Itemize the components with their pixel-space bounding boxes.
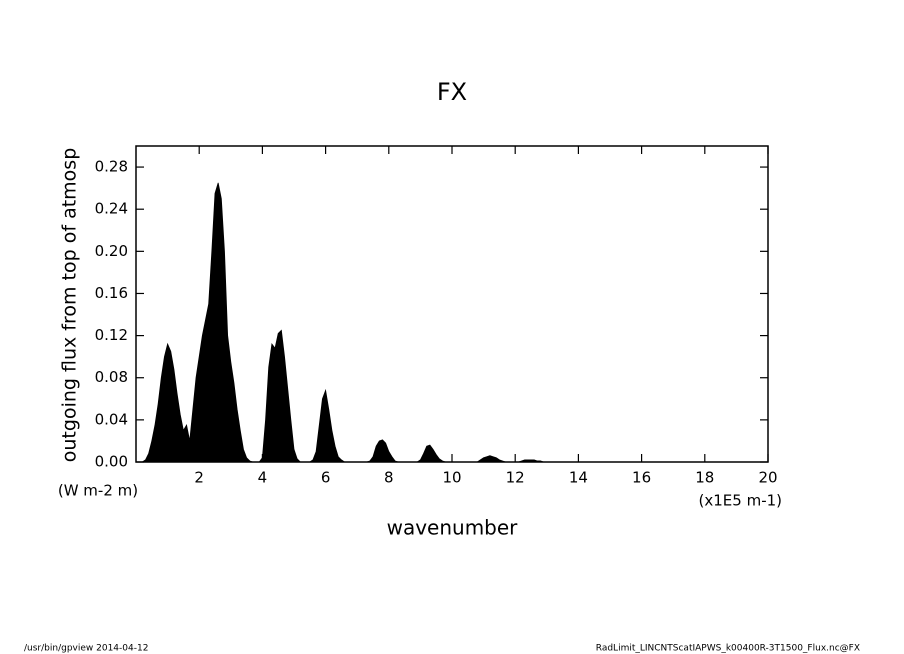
y-tick-label: 0.20 xyxy=(95,242,128,260)
footer-right: RadLimit_LINCNTScatIAPWS_k00400R-3T1500_… xyxy=(596,644,860,654)
y-tick-label: 0.24 xyxy=(95,200,128,218)
x-tick-label: 16 xyxy=(632,469,651,487)
y-tick-label: 0.12 xyxy=(95,326,128,344)
y-tick-label: 0.08 xyxy=(95,368,128,386)
y-axis-label: outgoing flux from top of atmosp xyxy=(59,148,81,462)
x-axis-units: (x1E5 m-1) xyxy=(699,492,782,510)
y-tick-label: 0.16 xyxy=(95,284,128,302)
x-tick-label: 18 xyxy=(695,469,714,487)
chart-title: FX xyxy=(437,78,467,106)
y-tick-label: 0.04 xyxy=(95,410,128,428)
x-tick-label: 4 xyxy=(258,469,268,487)
area xyxy=(136,182,768,463)
x-tick-label: 8 xyxy=(384,469,394,487)
x-tick-label: 20 xyxy=(758,469,777,487)
y-tick-label: 0.00 xyxy=(95,453,128,471)
footer-left: /usr/bin/gpview 2014-04-12 xyxy=(24,644,148,654)
x-tick-label: 12 xyxy=(506,469,525,487)
x-tick-label: 14 xyxy=(569,469,588,487)
y-tick-label: 0.28 xyxy=(95,158,128,176)
x-tick-label: 10 xyxy=(442,469,461,487)
x-tick-label: 6 xyxy=(321,469,331,487)
y-axis-units: (W m-2 m) xyxy=(58,482,138,500)
x-tick-label: 2 xyxy=(194,469,204,487)
x-axis-label: wavenumber xyxy=(387,516,519,540)
